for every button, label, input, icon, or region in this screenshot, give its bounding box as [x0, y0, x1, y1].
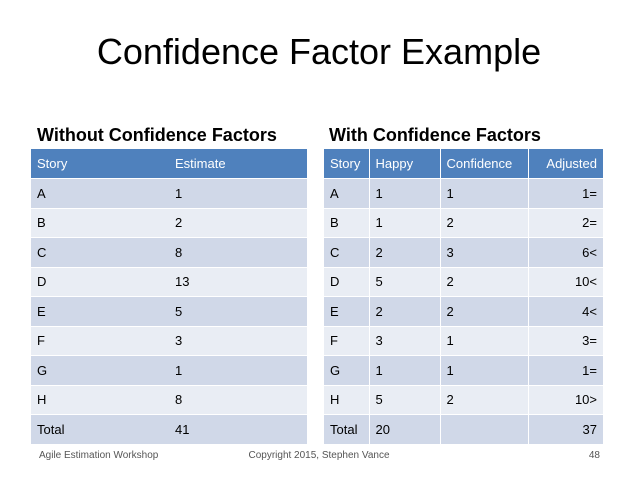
- with-confidence-table: Story Happy Confidence Adjusted A 1 1 1= B 1 2 2= C…: [324, 149, 603, 445]
- table-cell: G: [324, 355, 369, 386]
- table-row: Total 41: [31, 414, 307, 445]
- table-cell: 2=: [527, 208, 603, 238]
- table-cell: 10<: [527, 267, 603, 297]
- table-cell: 2: [368, 237, 440, 268]
- table-cell: 1: [368, 178, 440, 209]
- table-cell: 5: [368, 385, 440, 415]
- table-cell: 2: [169, 208, 307, 238]
- table-row: Total 20 37: [324, 414, 603, 445]
- column-header: Estimate: [169, 149, 307, 179]
- table-cell: 3: [169, 326, 307, 356]
- table-row: C 2 3 6<: [324, 237, 603, 268]
- table-cell: B: [31, 208, 169, 238]
- column-header: Adjusted: [527, 149, 603, 179]
- table-row: A 1 1 1=: [324, 178, 603, 209]
- table-cell: B: [324, 208, 369, 238]
- column-header: Happy: [368, 149, 440, 179]
- table-cell: 3: [368, 326, 440, 356]
- table-cell: 20: [368, 414, 440, 445]
- without-confidence-table: Story Estimate A 1 B 2 C 8 D 13 E 5 F 3 G 1 H 8 Total 41: [31, 149, 307, 445]
- table-row: D 13: [31, 267, 307, 297]
- table-cell: A: [324, 178, 369, 209]
- table-cell: D: [324, 267, 369, 297]
- table-cell: 1: [439, 178, 528, 209]
- table-cell: 2: [439, 208, 528, 238]
- table-cell: 5: [169, 296, 307, 327]
- table-cell: C: [324, 237, 369, 268]
- table-row: G 1 1 1=: [324, 355, 603, 386]
- table-cell: 3: [439, 237, 528, 268]
- table-row: F 3 1 3=: [324, 326, 603, 356]
- table-cell: F: [324, 326, 369, 356]
- table-cell: 1: [368, 355, 440, 386]
- table-cell: 2: [439, 385, 528, 415]
- table-cell: H: [324, 385, 369, 415]
- footer-workshop-name: Agile Estimation Workshop: [39, 450, 159, 461]
- table-cell: 41: [169, 414, 307, 445]
- table-cell: 1: [169, 178, 307, 209]
- table-cell: H: [31, 385, 169, 415]
- column-header: Story: [31, 149, 169, 179]
- table-cell: 37: [527, 414, 603, 445]
- table-cell: 5: [368, 267, 440, 297]
- table-cell: [439, 414, 528, 445]
- table-cell: 2: [368, 296, 440, 327]
- table-cell: Total: [324, 414, 369, 445]
- table-cell: F: [31, 326, 169, 356]
- table-cell: 2: [439, 296, 528, 327]
- table-cell: 1: [439, 355, 528, 386]
- table-cell: 1=: [527, 355, 603, 386]
- left-table-heading: Without Confidence Factors: [37, 125, 277, 145]
- table-row: H 5 2 10>: [324, 385, 603, 415]
- table-cell: 4<: [527, 296, 603, 327]
- table-cell: 6<: [527, 237, 603, 268]
- table-cell: C: [31, 237, 169, 268]
- table-cell: 3=: [527, 326, 603, 356]
- table-row: E 2 2 4<: [324, 296, 603, 327]
- header-row: Story Estimate: [31, 149, 307, 179]
- right-table-heading: With Confidence Factors: [329, 125, 541, 145]
- table-cell: D: [31, 267, 169, 297]
- slide-title: Confidence Factor Example: [96, 31, 542, 72]
- table-cell: E: [31, 296, 169, 327]
- table-cell: 1=: [527, 178, 603, 209]
- table-row: B 1 2 2=: [324, 208, 603, 238]
- table-cell: G: [31, 355, 169, 386]
- table-cell: 1: [368, 208, 440, 238]
- table-cell: 2: [439, 267, 528, 297]
- header-row: Story Happy Confidence Adjusted: [324, 149, 603, 179]
- table-cell: 1: [439, 326, 528, 356]
- table-cell: 8: [169, 237, 307, 268]
- column-header: Story: [324, 149, 369, 179]
- table-cell: 13: [169, 267, 307, 297]
- table-cell: 1: [169, 355, 307, 386]
- table-row: D 5 2 10<: [324, 267, 603, 297]
- table-cell: Total: [31, 414, 169, 445]
- footer-page-number: 48: [588, 450, 600, 461]
- table-cell: 10>: [527, 385, 603, 415]
- footer-copyright: Copyright 2015, Stephen Vance: [248, 450, 390, 461]
- table-cell: 8: [169, 385, 307, 415]
- column-header: Confidence: [439, 149, 528, 179]
- table-cell: E: [324, 296, 369, 327]
- table-cell: A: [31, 178, 169, 209]
